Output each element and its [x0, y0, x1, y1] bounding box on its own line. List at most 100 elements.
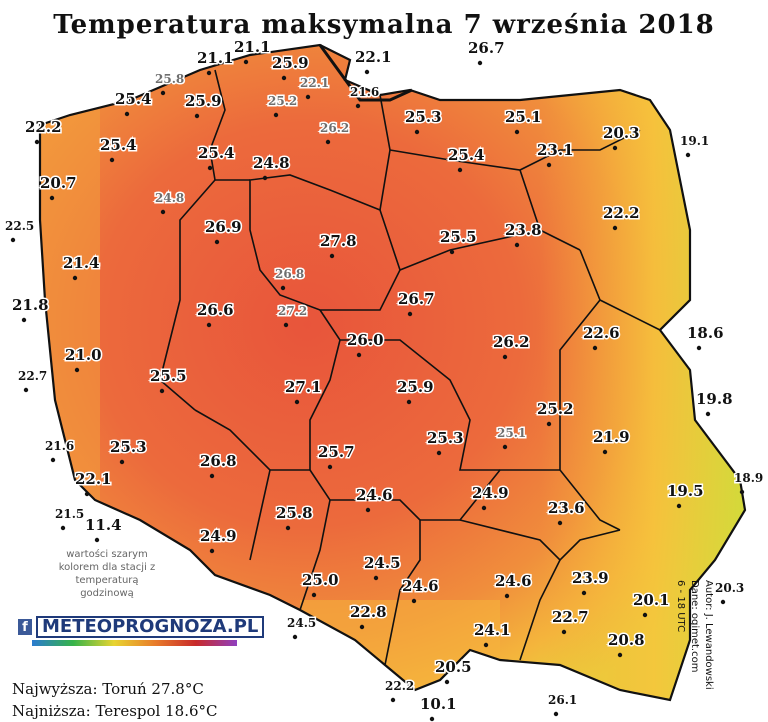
station-value: 25.0 — [302, 571, 339, 589]
station-marker — [705, 411, 711, 417]
station-value: 10.1 — [420, 695, 457, 713]
station-marker — [280, 285, 286, 291]
station-marker — [243, 59, 249, 65]
station-value: 22.1 — [75, 470, 112, 488]
station-value: 24.8 — [155, 191, 184, 205]
author-credit: Autor: J. Lewandowski — [703, 580, 714, 690]
station-value: 24.5 — [287, 616, 316, 630]
station-value: 22.1 — [300, 76, 329, 90]
station-value: 25.4 — [448, 146, 485, 164]
station-marker — [449, 249, 455, 255]
station-value: 24.6 — [356, 486, 393, 504]
station-marker — [60, 525, 66, 531]
station-value: 25.1 — [497, 426, 526, 440]
country-border — [38, 43, 747, 702]
station-marker — [612, 225, 618, 231]
station-marker — [23, 387, 29, 393]
station-value: 25.1 — [505, 108, 542, 126]
station-marker — [119, 459, 125, 465]
station-value: 23.9 — [572, 569, 609, 587]
station-marker — [581, 590, 587, 596]
station-marker — [696, 345, 702, 351]
coastline-hel — [318, 44, 413, 102]
station-value: 21.6 — [350, 85, 379, 99]
station-marker — [373, 575, 379, 581]
station-marker — [406, 399, 412, 405]
station-value: 27.2 — [278, 304, 307, 318]
station-value: 25.4 — [115, 90, 152, 108]
station-marker — [194, 113, 200, 119]
station-marker — [160, 90, 166, 96]
station-value: 22.8 — [350, 603, 387, 621]
station-value: 25.4 — [100, 136, 137, 154]
station-marker — [676, 503, 682, 509]
station-marker — [262, 175, 268, 181]
station-marker — [329, 253, 335, 259]
station-value: 18.6 — [687, 324, 724, 342]
station-value: 25.7 — [318, 443, 355, 461]
station-marker — [457, 167, 463, 173]
stats-block: Najwyższa: Toruń 27.8°C Najniższa: Teres… — [12, 678, 217, 722]
hours-credit: 6 - 18 UTC — [675, 580, 686, 633]
station-marker — [642, 612, 648, 618]
station-marker — [207, 165, 213, 171]
station-value: 25.2 — [268, 94, 297, 108]
credits: Autor: J. Lewandowski Dane: ogimet.com 6… — [670, 580, 714, 690]
station-value: 26.0 — [347, 331, 384, 349]
station-value: 18.9 — [734, 471, 763, 485]
station-marker — [206, 70, 212, 76]
logo-text: METEOPROGNOZA.PL — [36, 616, 265, 638]
station-marker — [21, 317, 27, 323]
voivodeship-borders — [159, 69, 661, 666]
station-value: 19.8 — [696, 390, 733, 408]
station-value: 25.2 — [537, 400, 574, 418]
station-value: 26.9 — [205, 218, 242, 236]
station-value: 24.9 — [200, 527, 237, 545]
station-marker — [365, 507, 371, 513]
station-marker — [444, 679, 450, 685]
station-value: 21.4 — [63, 254, 100, 272]
station-marker — [84, 491, 90, 497]
station-value: 21.8 — [12, 296, 49, 314]
station-marker — [124, 111, 130, 117]
station-value: 25.9 — [272, 54, 309, 72]
station-marker — [74, 367, 80, 373]
station-marker — [325, 139, 331, 145]
source-credit: Dane: ogimet.com — [689, 580, 700, 673]
station-value: 20.7 — [40, 174, 77, 192]
station-marker — [273, 112, 279, 118]
station-marker — [34, 139, 40, 145]
station-value: 25.9 — [185, 92, 222, 110]
station-value: 21.1 — [234, 38, 271, 56]
station-value: 26.7 — [398, 290, 435, 308]
facebook-icon[interactable]: f — [18, 619, 32, 635]
station-marker — [546, 162, 552, 168]
station-marker — [546, 421, 552, 427]
station-marker — [739, 489, 745, 495]
station-value: 22.2 — [25, 118, 62, 136]
station-marker — [411, 598, 417, 604]
station-value: 21.9 — [593, 428, 630, 446]
station-value: 22.7 — [18, 369, 47, 383]
station-marker — [502, 354, 508, 360]
station-value: 26.7 — [468, 39, 505, 57]
station-value: 21.6 — [45, 439, 74, 453]
station-value: 24.9 — [472, 484, 509, 502]
meteoprognoza-logo[interactable]: f METEOPROGNOZA.PL — [18, 616, 265, 638]
station-value: 25.5 — [440, 228, 477, 246]
min-temperature: Najniższa: Terespol 18.6°C — [12, 702, 218, 720]
station-value: 26.6 — [197, 301, 234, 319]
station-marker — [94, 537, 100, 543]
station-marker — [327, 464, 333, 470]
station-marker — [592, 345, 598, 351]
station-marker — [436, 450, 442, 456]
station-value: 21.5 — [55, 507, 84, 521]
station-value: 24.8 — [253, 154, 290, 172]
station-marker — [685, 152, 691, 158]
logo-color-strip — [32, 640, 237, 646]
station-value: 23.1 — [537, 141, 574, 159]
station-marker — [209, 473, 215, 479]
station-marker — [160, 209, 166, 215]
station-value: 23.8 — [505, 221, 542, 239]
